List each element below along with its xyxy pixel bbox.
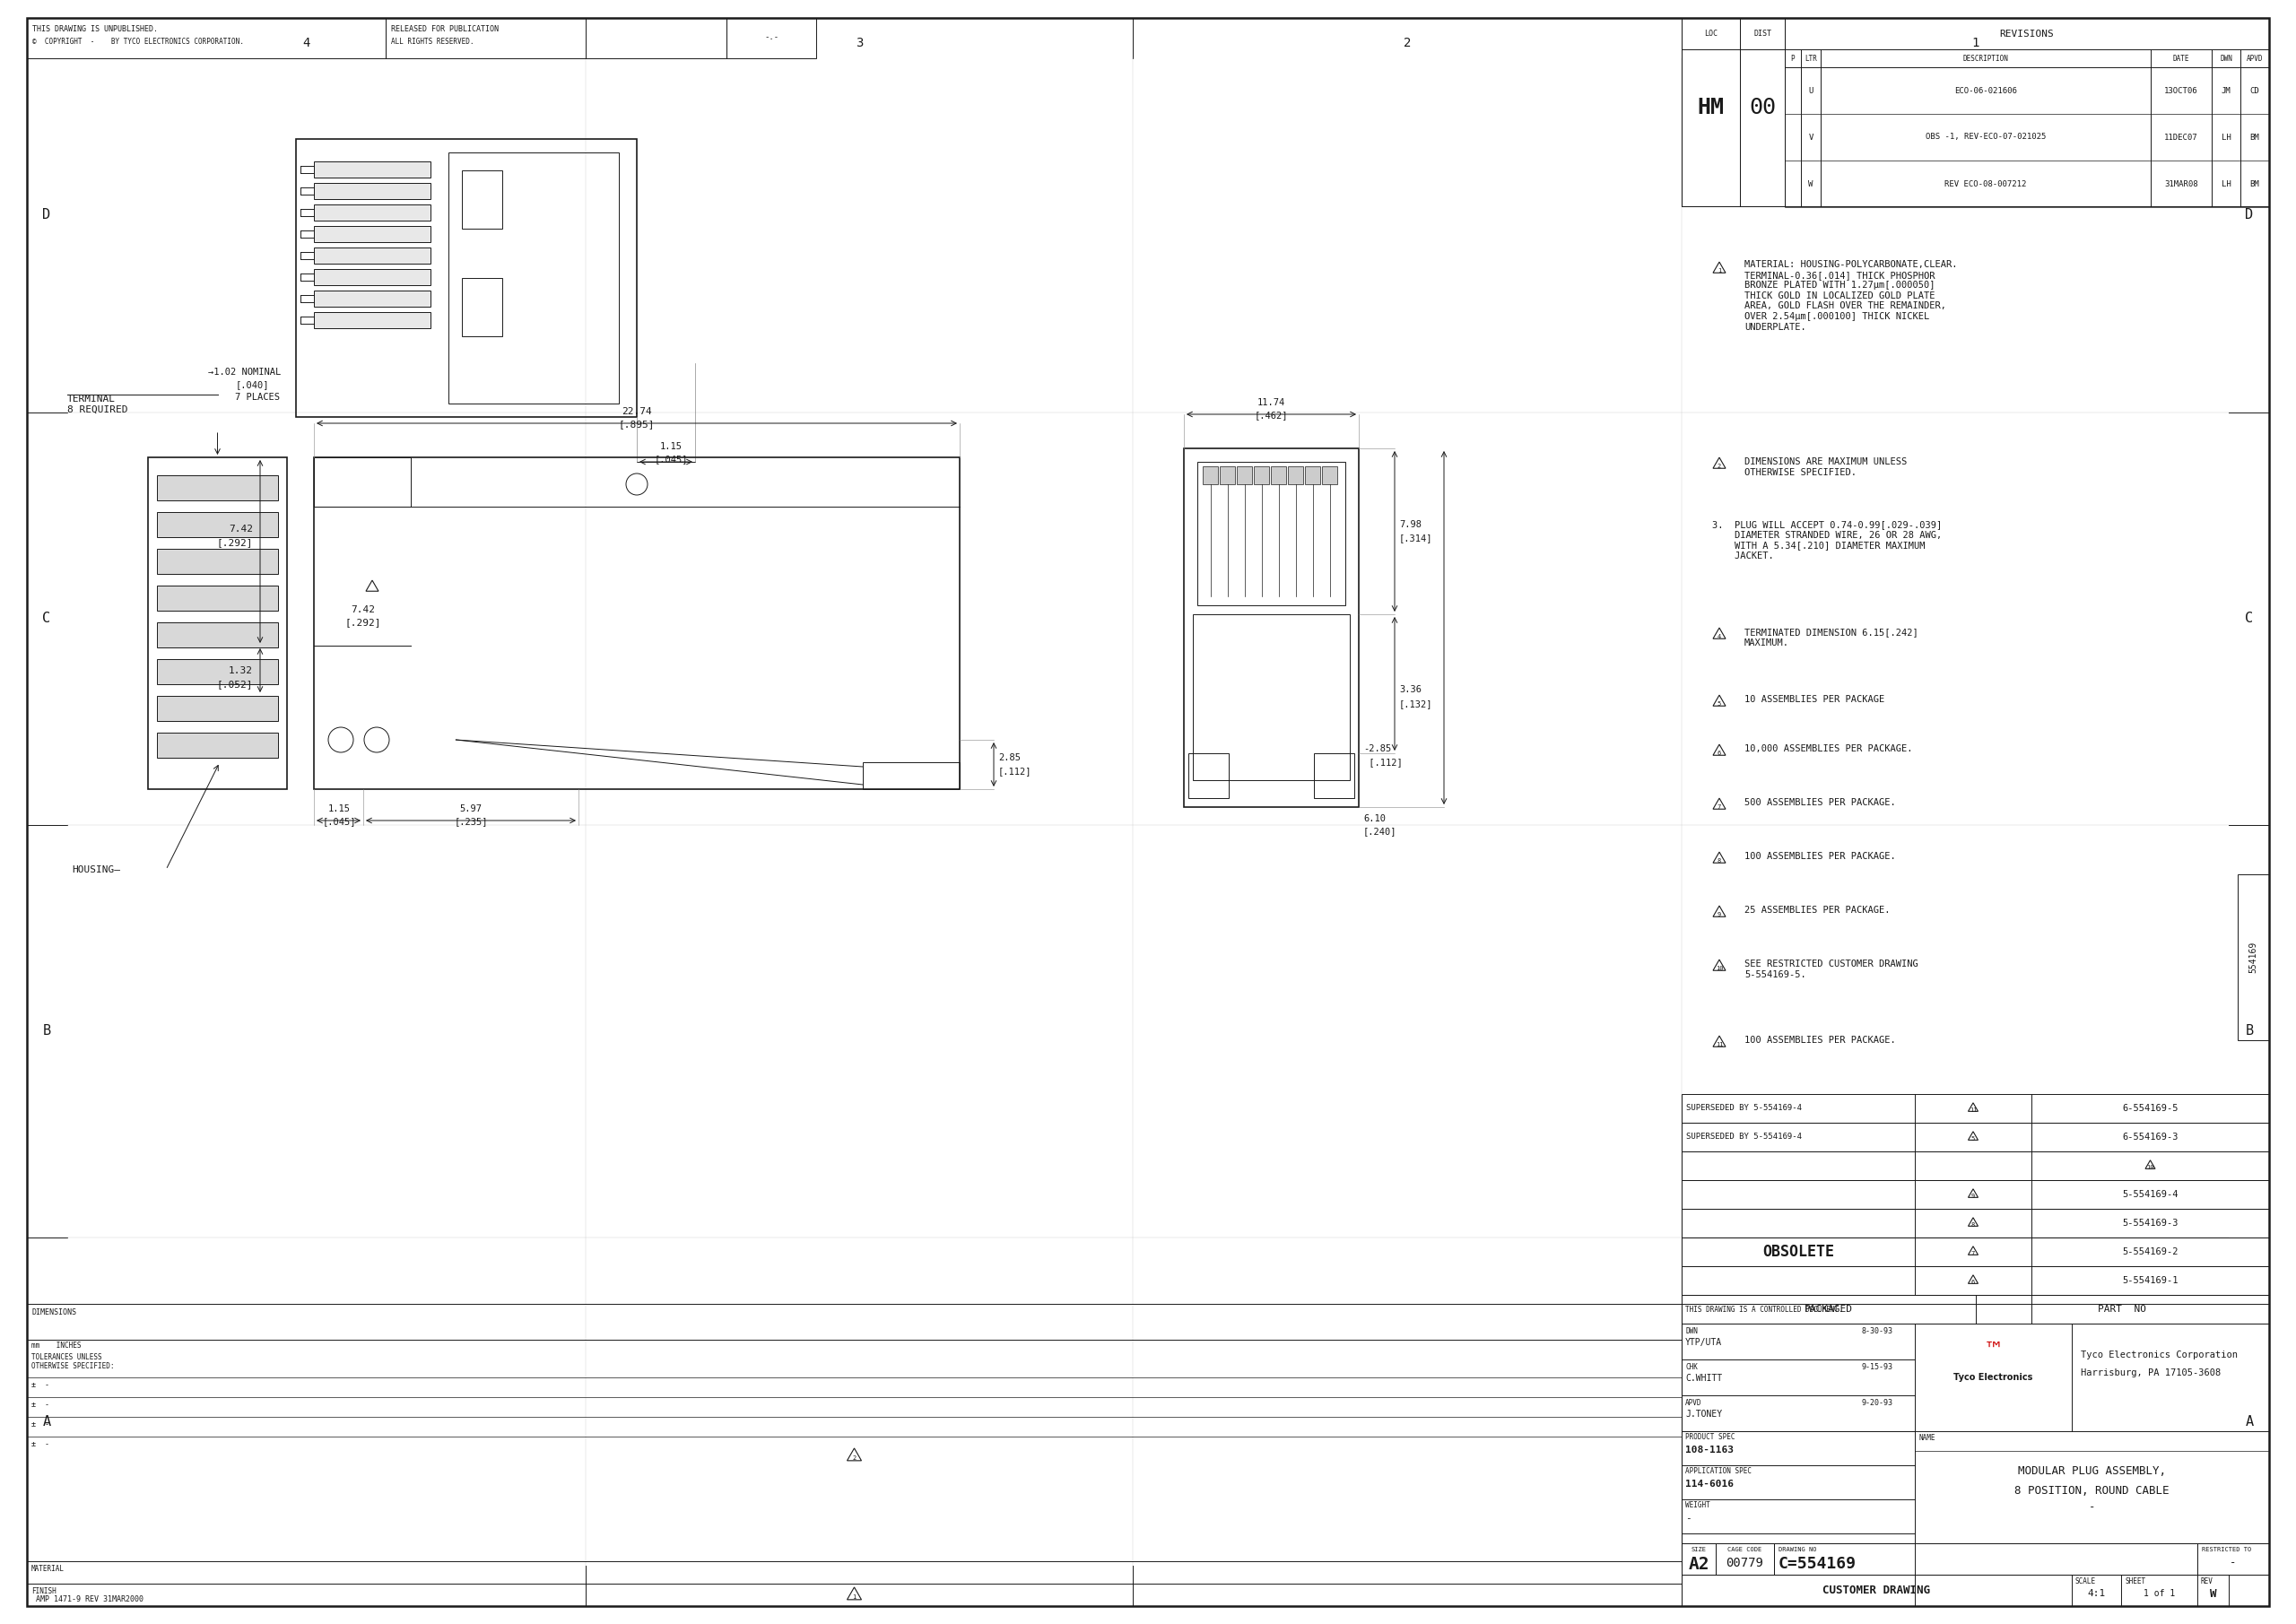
Text: 9-20-93: 9-20-93 [1862,1398,1892,1406]
Text: 3: 3 [856,37,863,49]
Text: SEE RESTRICTED CUSTOMER DRAWING
5-554169-5.: SEE RESTRICTED CUSTOMER DRAWING 5-554169… [1745,960,1917,979]
Text: 7.42: 7.42 [351,606,374,614]
Text: 100 ASSEMBLIES PER PACKAGE.: 100 ASSEMBLIES PER PACKAGE. [1745,853,1896,861]
Bar [1203,466,1217,484]
Text: 11: 11 [1715,1043,1722,1047]
Text: SCALE: SCALE [2076,1577,2096,1585]
Text: B: B [2245,1025,2252,1038]
Text: [.292]: [.292] [216,538,253,547]
Text: DIST: DIST [1754,29,1770,37]
Text: 6-554169-3: 6-554169-3 [2122,1132,2179,1142]
Text: DIMENSIONS ARE MAXIMUM UNLESS
OTHERWISE SPECIFIED.: DIMENSIONS ARE MAXIMUM UNLESS OTHERWISE … [1745,458,1908,477]
Text: 9-15-93: 9-15-93 [1862,1363,1892,1371]
Text: 5.97: 5.97 [459,804,482,814]
Text: 2: 2 [1717,463,1722,469]
Bar [386,18,726,58]
Text: ECO-06-021606: ECO-06-021606 [1954,86,2016,94]
Text: 8: 8 [1972,1223,1975,1228]
Text: 3.  PLUG WILL ACCEPT 0.74-0.99[.029-.039]
    DIAMETER STRANDED WIRE, 26 OR 28 A: 3. PLUG WILL ACCEPT 0.74-0.99[.029-.039]… [1713,520,1942,560]
Bar [156,732,278,758]
Bar [315,226,432,242]
Bar [1740,18,1784,206]
Bar [1681,1324,2268,1606]
Text: A: A [2245,1415,2252,1429]
Text: REV ECO-08-007212: REV ECO-08-007212 [1945,180,2027,188]
Bar [315,184,432,200]
Text: CAGE CODE: CAGE CODE [1727,1548,1761,1553]
Text: W: W [1809,180,1814,188]
Text: 4: 4 [303,37,310,49]
Text: -2.85: -2.85 [1364,744,1391,754]
Text: C=554169: C=554169 [1779,1556,1857,1572]
Text: 8 POSITION, ROUND CABLE: 8 POSITION, ROUND CABLE [2014,1486,2170,1497]
Text: LH: LH [2220,180,2232,188]
Text: A: A [44,1415,51,1429]
Text: 5: 5 [1972,1137,1975,1142]
Bar [315,458,411,507]
Text: 108-1163: 108-1163 [1685,1445,1733,1455]
Text: REVISIONS: REVISIONS [2000,29,2055,39]
Text: THIS DRAWING IS A CONTROLLED DOCUMENT.: THIS DRAWING IS A CONTROLLED DOCUMENT. [1685,1306,1844,1314]
Text: FINISH: FINISH [32,1587,57,1595]
Text: APVD: APVD [2245,54,2264,62]
Bar [296,140,636,417]
Text: 11DEC07: 11DEC07 [2165,133,2197,141]
Bar [315,205,432,221]
Text: C: C [44,612,51,625]
Bar [1681,1122,2268,1151]
Text: -: - [2229,1557,2236,1569]
Text: 500 ASSEMBLIES PER PACKAGE.: 500 ASSEMBLIES PER PACKAGE. [1745,797,1896,807]
Text: BM: BM [2250,180,2259,188]
Text: RELEASED FOR PUBLICATION: RELEASED FOR PUBLICATION [390,24,498,32]
Text: SIZE: SIZE [1692,1548,1706,1553]
Text: APVD: APVD [1685,1398,1701,1406]
Text: OBSOLETE: OBSOLETE [1763,1244,1835,1260]
Bar [28,1304,1681,1606]
Text: 5-554169-2: 5-554169-2 [2122,1247,2179,1257]
Text: ±  -: ± - [32,1402,48,1408]
Bar [2239,874,2268,1041]
Text: 554169: 554169 [2248,942,2257,973]
Text: 9: 9 [1972,1194,1975,1199]
Text: 6: 6 [1972,1280,1975,1285]
Text: ©  COPYRIGHT  -    BY TYCO ELECTRONICS CORPORATION.: © COPYRIGHT - BY TYCO ELECTRONICS CORPOR… [32,37,243,45]
Bar [461,278,503,336]
Bar [156,659,278,684]
Bar [1775,1543,2197,1575]
Text: 10 ASSEMBLIES PER PACKAGE: 10 ASSEMBLIES PER PACKAGE [1745,695,1885,703]
Bar [156,622,278,648]
Text: MATERIAL: MATERIAL [32,1566,64,1574]
Text: PART  NO: PART NO [2099,1304,2147,1314]
Text: V: V [1809,133,1814,141]
Bar [1681,1267,2268,1294]
Text: C.WHITT: C.WHITT [1685,1374,1722,1382]
Text: ™: ™ [1984,1341,2004,1359]
Text: 8-30-93: 8-30-93 [1862,1327,1892,1335]
Text: 7.98: 7.98 [1398,520,1421,529]
Text: [.132]: [.132] [1398,700,1433,708]
Text: [.052]: [.052] [216,680,253,689]
Text: TERMINATED DIMENSION 6.15[.242]
MAXIMUM.: TERMINATED DIMENSION 6.15[.242] MAXIMUM. [1745,628,1917,646]
Bar [315,312,432,328]
Text: TERMINAL
8 REQUIRED: TERMINAL 8 REQUIRED [67,395,129,414]
Text: →1.02 NOMINAL: →1.02 NOMINAL [209,367,282,377]
Bar [1681,1208,2268,1237]
Text: [.462]: [.462] [1254,411,1288,419]
Text: DWN: DWN [1685,1327,1697,1335]
Bar [461,171,503,229]
Bar [1681,18,2268,206]
Bar [1272,466,1286,484]
Text: 1 of 1: 1 of 1 [2144,1590,2174,1598]
Bar [1681,1151,2268,1181]
Text: [.240]: [.240] [1364,827,1396,836]
Text: Tyco Electronics: Tyco Electronics [1954,1372,2032,1382]
Bar [1715,1543,1775,1575]
Bar [448,153,620,403]
Text: ±  -: ± - [32,1440,48,1449]
Bar [1681,1181,2268,1208]
Text: A2: A2 [1688,1556,1708,1574]
Text: Harrisburg, PA 17105-3608: Harrisburg, PA 17105-3608 [2080,1369,2220,1377]
Bar [1784,18,2268,49]
Bar [156,476,278,500]
Text: AMP 1471-9 REV 31MAR2000: AMP 1471-9 REV 31MAR2000 [37,1595,142,1603]
